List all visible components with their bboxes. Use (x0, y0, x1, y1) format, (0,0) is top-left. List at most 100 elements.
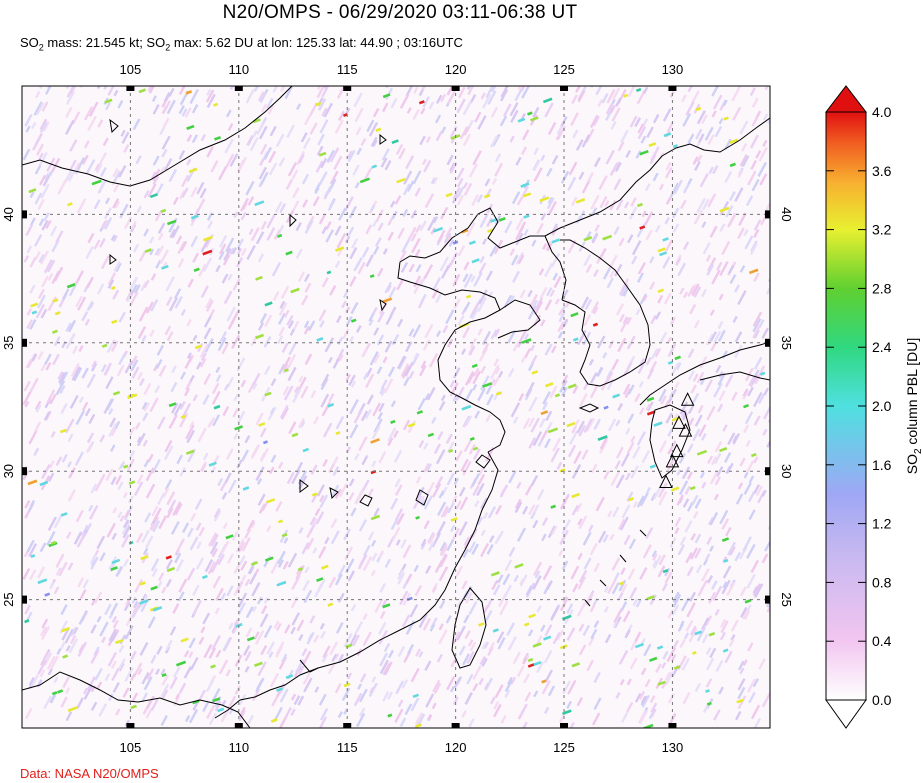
so2-pixel (720, 620, 729, 634)
so2-pixel (736, 86, 745, 91)
so2-pixel (184, 355, 194, 369)
so2-pixel-high (334, 246, 345, 252)
so2-pixel (227, 273, 233, 281)
so2-pixel-high (28, 188, 37, 194)
so2-pixel (370, 569, 376, 577)
so2-pixel (233, 211, 239, 219)
so2-pixel (709, 331, 717, 343)
so2-pixel (547, 122, 557, 135)
so2-pixel (453, 477, 459, 486)
so2-pixel-high (670, 486, 680, 492)
so2-pixel (644, 183, 651, 192)
so2-pixel-high (391, 139, 399, 145)
so2-pixel (187, 278, 194, 288)
so2-pixel (664, 239, 674, 252)
so2-pixel (415, 224, 422, 234)
tick-bottom-130 (668, 723, 677, 728)
so2-pixel (494, 162, 504, 177)
so2-pixel (458, 521, 468, 536)
so2-pixel (64, 628, 74, 644)
so2-pixel-high (264, 301, 273, 307)
so2-pixel (186, 158, 192, 166)
so2-pixel (615, 97, 622, 107)
so2-pixel-high (748, 268, 759, 275)
so2-pixel-high (225, 534, 234, 540)
so2-pixel (225, 669, 232, 677)
so2-pixel (585, 231, 592, 240)
so2-pixel (758, 658, 766, 670)
so2-pixel (379, 659, 389, 675)
so2-pixel (440, 126, 447, 134)
so2-pixel (287, 552, 298, 568)
so2-subscript-2: 2 (165, 42, 171, 53)
so2-pixel-high (194, 344, 203, 350)
so2-pixel (251, 605, 257, 613)
so2-pixel (566, 700, 573, 709)
so2-pixel (256, 477, 263, 485)
so2-pixel (755, 365, 766, 381)
so2-pixel (40, 308, 48, 319)
so2-pixel (381, 599, 388, 608)
so2-pixel (123, 601, 131, 612)
so2-pixel (645, 229, 653, 241)
so2-pixel (372, 220, 378, 228)
so2-pixel (37, 659, 47, 675)
so2-pixel (256, 596, 263, 605)
so2-pixel (751, 178, 760, 192)
so2-pixel (401, 679, 409, 689)
so2-pixel (189, 657, 199, 671)
so2-pixel (142, 439, 148, 447)
so2-pixel (480, 542, 490, 558)
cb-label: 1.2 (872, 516, 892, 532)
so2-pixel (338, 354, 344, 362)
so2-pixel (426, 714, 432, 721)
so2-pixel (371, 425, 381, 440)
so2-pixel (269, 125, 277, 137)
so2-pixel (49, 393, 57, 405)
so2-pixel (111, 615, 118, 623)
so2-pixel (130, 650, 137, 661)
so2-pixel (269, 407, 275, 415)
so2-pixel (255, 630, 265, 645)
so2-pixel (551, 223, 559, 233)
so2-pixel (285, 178, 294, 190)
so2-pixel-high (150, 585, 158, 591)
so2-pixel (593, 562, 601, 573)
so2-pixel-high (719, 206, 730, 213)
so2-pixel (361, 246, 370, 258)
so2-pixel (79, 86, 89, 88)
so2-pixel (471, 543, 479, 556)
so2-pixel (99, 434, 106, 443)
so2-pixel (210, 160, 219, 173)
so2-pixel (749, 243, 758, 256)
so2-pixel (301, 294, 309, 306)
so2-pixel (364, 373, 375, 389)
so2-pixel (671, 604, 680, 616)
so2-pixel (464, 537, 471, 546)
so2-pixel (538, 268, 545, 276)
so2-pixel-high (161, 673, 167, 678)
so2-pixel-high (634, 642, 644, 649)
so2-pixel (167, 499, 177, 514)
so2-pixel (737, 169, 744, 178)
so2-pixel (440, 505, 449, 518)
so2-pixel (308, 102, 318, 117)
so2-pixel (291, 469, 301, 485)
so2-pixel (446, 472, 455, 486)
so2-pixel (74, 162, 81, 171)
so2-pixel (698, 133, 705, 143)
so2-pixel (202, 452, 209, 461)
so2-pixel (553, 275, 562, 289)
so2-pixel (596, 335, 606, 349)
so2-pixel (218, 234, 228, 248)
so2-pixel-high (242, 486, 250, 491)
so2-pixel (480, 529, 486, 537)
so2-pixel (630, 197, 637, 207)
so2-pixel (582, 531, 592, 546)
so2-pixel (614, 161, 622, 172)
coast-ryukyu (584, 529, 647, 607)
so2-pixel (720, 618, 727, 628)
so2-pixel (32, 135, 42, 151)
so2-pixel (166, 491, 176, 506)
so2-pixel (713, 493, 719, 501)
